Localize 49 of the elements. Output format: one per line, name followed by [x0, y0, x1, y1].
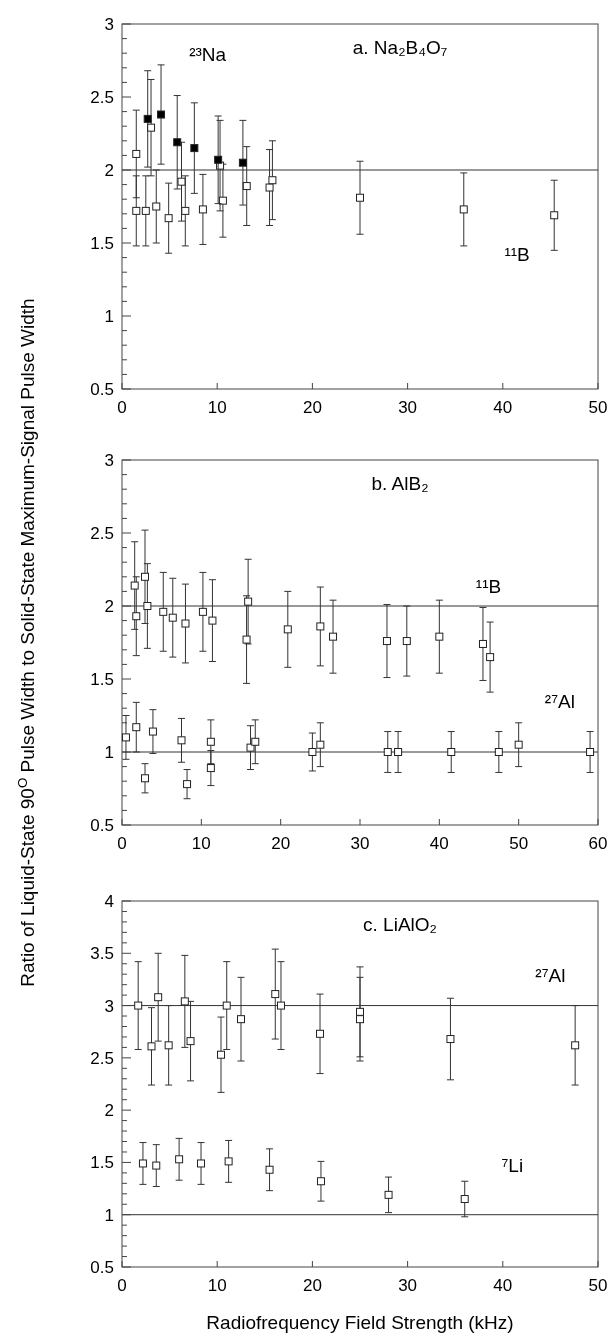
x-tick-label: 30: [398, 1276, 418, 1295]
series-label: ²⁷Al: [544, 691, 575, 713]
x-tick-label: 50: [588, 398, 608, 417]
y-tick-label: 1.5: [90, 1153, 114, 1173]
text: ¹¹B: [475, 576, 502, 598]
x-tick-label: 10: [191, 834, 211, 853]
text: b. AlB₂: [371, 473, 429, 494]
x-tick-label: 10: [207, 398, 227, 417]
text: c. LiAlO₂: [363, 914, 437, 935]
x-tick-label: 0: [117, 834, 127, 853]
y-tick-label: 0.5: [90, 815, 114, 835]
x-tick-label: 40: [493, 398, 513, 417]
x-tick-label: 0: [117, 1276, 127, 1295]
y-tick-label: 1: [104, 1205, 114, 1225]
text: ²³Na: [189, 43, 227, 65]
x-tick-label: 60: [588, 834, 608, 853]
x-tick-label: 40: [429, 834, 449, 853]
text: a. Na₂B₄O₇: [352, 37, 448, 58]
x-tick-label: 10: [207, 1276, 227, 1295]
x-tick-label: 0: [117, 398, 127, 417]
x-tick-label: 20: [302, 1276, 322, 1295]
y-tick-label: 4: [104, 891, 114, 911]
x-tick-label: 20: [302, 398, 322, 417]
y-tick-label: 3: [104, 996, 114, 1016]
y-tick-label: 2.5: [90, 87, 114, 107]
y-tick-label: 0.5: [90, 1257, 114, 1277]
y-tick-label: 1: [104, 742, 114, 762]
x-tick-label: 30: [398, 398, 418, 417]
y-tick-label: 3: [104, 14, 114, 34]
text: ²⁷Al: [535, 964, 566, 986]
y-tick-label: 2.5: [90, 523, 114, 543]
x-tick-label: 40: [493, 1276, 513, 1295]
y-tick-label: 1.5: [90, 669, 114, 689]
x-tick-label: 50: [588, 1276, 608, 1295]
y-tick-label: 1.5: [90, 233, 114, 253]
y-tick-label: 3.5: [90, 944, 114, 964]
y-tick-label: 0.5: [90, 379, 114, 399]
y-tick-label: 3: [104, 450, 114, 470]
y-tick-label: 2: [104, 1101, 114, 1121]
y-tick-label: 2: [104, 596, 114, 616]
x-axis-title: Radiofrequency Field Strength (kHz): [206, 1312, 514, 1333]
y-tick-label: 2: [104, 160, 114, 180]
x-tick-label: 30: [350, 834, 370, 853]
series-label: ¹¹B: [504, 244, 530, 266]
text: ⁷Li: [501, 1154, 524, 1176]
x-tick-label: 50: [509, 834, 529, 853]
x-tick-label: 20: [271, 834, 291, 853]
y-tick-label: 1: [104, 306, 114, 326]
y-tick-label: 2.5: [90, 1048, 114, 1068]
